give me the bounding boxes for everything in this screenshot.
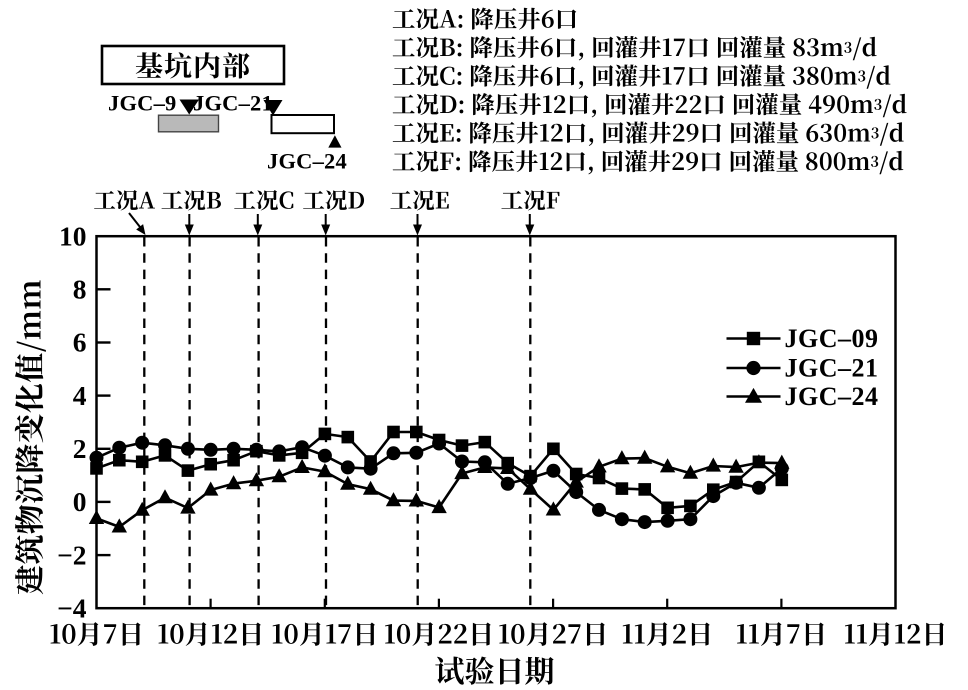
svg-text:JGC–24: JGC–24 xyxy=(785,382,879,411)
svg-text:−4: −4 xyxy=(57,592,87,623)
svg-text:0: 0 xyxy=(73,486,87,517)
svg-text:6: 6 xyxy=(73,327,87,358)
svg-text:JGC–21: JGC–21 xyxy=(193,91,273,116)
svg-text:JGC–09: JGC–09 xyxy=(785,324,879,353)
svg-text:4: 4 xyxy=(73,380,87,411)
svg-text:8: 8 xyxy=(73,274,87,305)
svg-text:10: 10 xyxy=(59,220,87,251)
svg-text:JGC–24: JGC–24 xyxy=(267,149,347,174)
svg-text:2: 2 xyxy=(73,433,87,464)
svg-text:−2: −2 xyxy=(57,539,86,570)
svg-text:JGC–21: JGC–21 xyxy=(785,354,879,383)
svg-text:JGC–9: JGC–9 xyxy=(108,91,177,116)
